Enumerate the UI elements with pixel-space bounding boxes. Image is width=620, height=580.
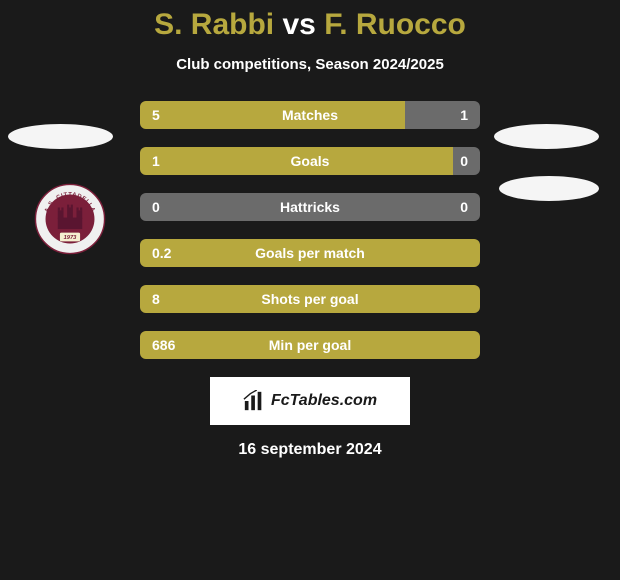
bar-chart-icon xyxy=(243,390,265,412)
stat-row: Matches51 xyxy=(140,101,480,129)
title-player-left: S. Rabbi xyxy=(154,8,274,41)
stat-value-left: 0 xyxy=(152,199,160,215)
subtitle: Club competitions, Season 2024/2025 xyxy=(0,56,620,73)
stat-value-right: 0 xyxy=(460,153,468,169)
stat-value-right: 0 xyxy=(460,199,468,215)
branding-banner: FcTables.com xyxy=(210,377,410,425)
snapshot-date: 16 september 2024 xyxy=(0,441,620,459)
branding-text: FcTables.com xyxy=(271,392,377,410)
stat-row: Goals10 xyxy=(140,147,480,175)
stats-chart: Matches51Goals10Hattricks00Goals per mat… xyxy=(0,101,620,359)
stat-value-left: 5 xyxy=(152,107,160,123)
page-title: S. Rabbi vs F. Ruocco xyxy=(0,0,620,42)
stat-value-left: 1 xyxy=(152,153,160,169)
stat-value-left: 0.2 xyxy=(152,245,171,261)
stat-value-right: 1 xyxy=(460,107,468,123)
title-vs: vs xyxy=(282,8,315,41)
title-player-right: F. Ruocco xyxy=(324,8,466,41)
stat-value-left: 8 xyxy=(152,291,160,307)
stat-row: Hattricks00 xyxy=(140,193,480,221)
stat-row: Goals per match0.2 xyxy=(140,239,480,267)
stat-value-left: 686 xyxy=(152,337,175,353)
stat-row: Min per goal686 xyxy=(140,331,480,359)
stat-row: Shots per goal8 xyxy=(140,285,480,313)
